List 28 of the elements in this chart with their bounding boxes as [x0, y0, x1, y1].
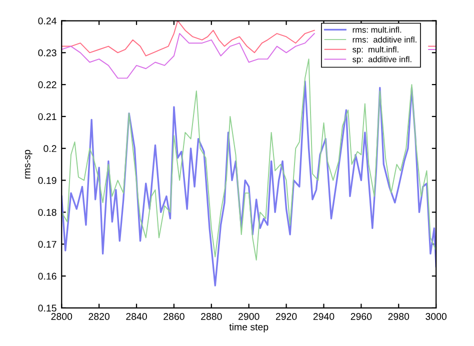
y-tick-label: 0.22: [38, 81, 56, 88]
x-axis-title: time step: [229, 323, 268, 332]
legend-label: rms: additive infl.: [352, 36, 416, 43]
x-tick-label: 2980: [388, 313, 410, 320]
x-tick-label: 2880: [201, 313, 222, 320]
y-tick-label: 0.23: [38, 49, 56, 56]
x-tick-label: 3000: [426, 313, 447, 320]
y-tick-label: 0.24: [38, 17, 56, 24]
legend-label: rms: mult.infl.: [352, 26, 402, 33]
y-tick-label: 0.2: [44, 145, 56, 152]
y-tick-label: 0.19: [38, 177, 56, 184]
y-tick-label: 0.17: [38, 240, 56, 248]
y-tick-label: 0.18: [38, 208, 56, 216]
line-series: [62, 80, 436, 286]
x-tick-label: 2820: [88, 313, 110, 320]
x-tick-label: 2960: [350, 313, 372, 320]
y-tick-label: 0.21: [38, 113, 56, 120]
legend-label: sp: additive infl.: [352, 56, 412, 64]
x-tick-label: 2860: [164, 313, 184, 320]
y-tick-label: 0.16: [38, 272, 56, 280]
x-tick-label: 2900: [238, 313, 260, 320]
x-tick-label: 2940: [313, 313, 334, 320]
y-axis-title: rms-sp: [25, 150, 32, 179]
x-tick-label: 2840: [126, 313, 147, 320]
y-tick-label: 0.15: [38, 304, 56, 312]
x-tick-label: 2920: [276, 313, 297, 320]
x-tick-label: 2800: [51, 313, 72, 320]
legend-label: sp: mult.infl.: [352, 46, 398, 54]
